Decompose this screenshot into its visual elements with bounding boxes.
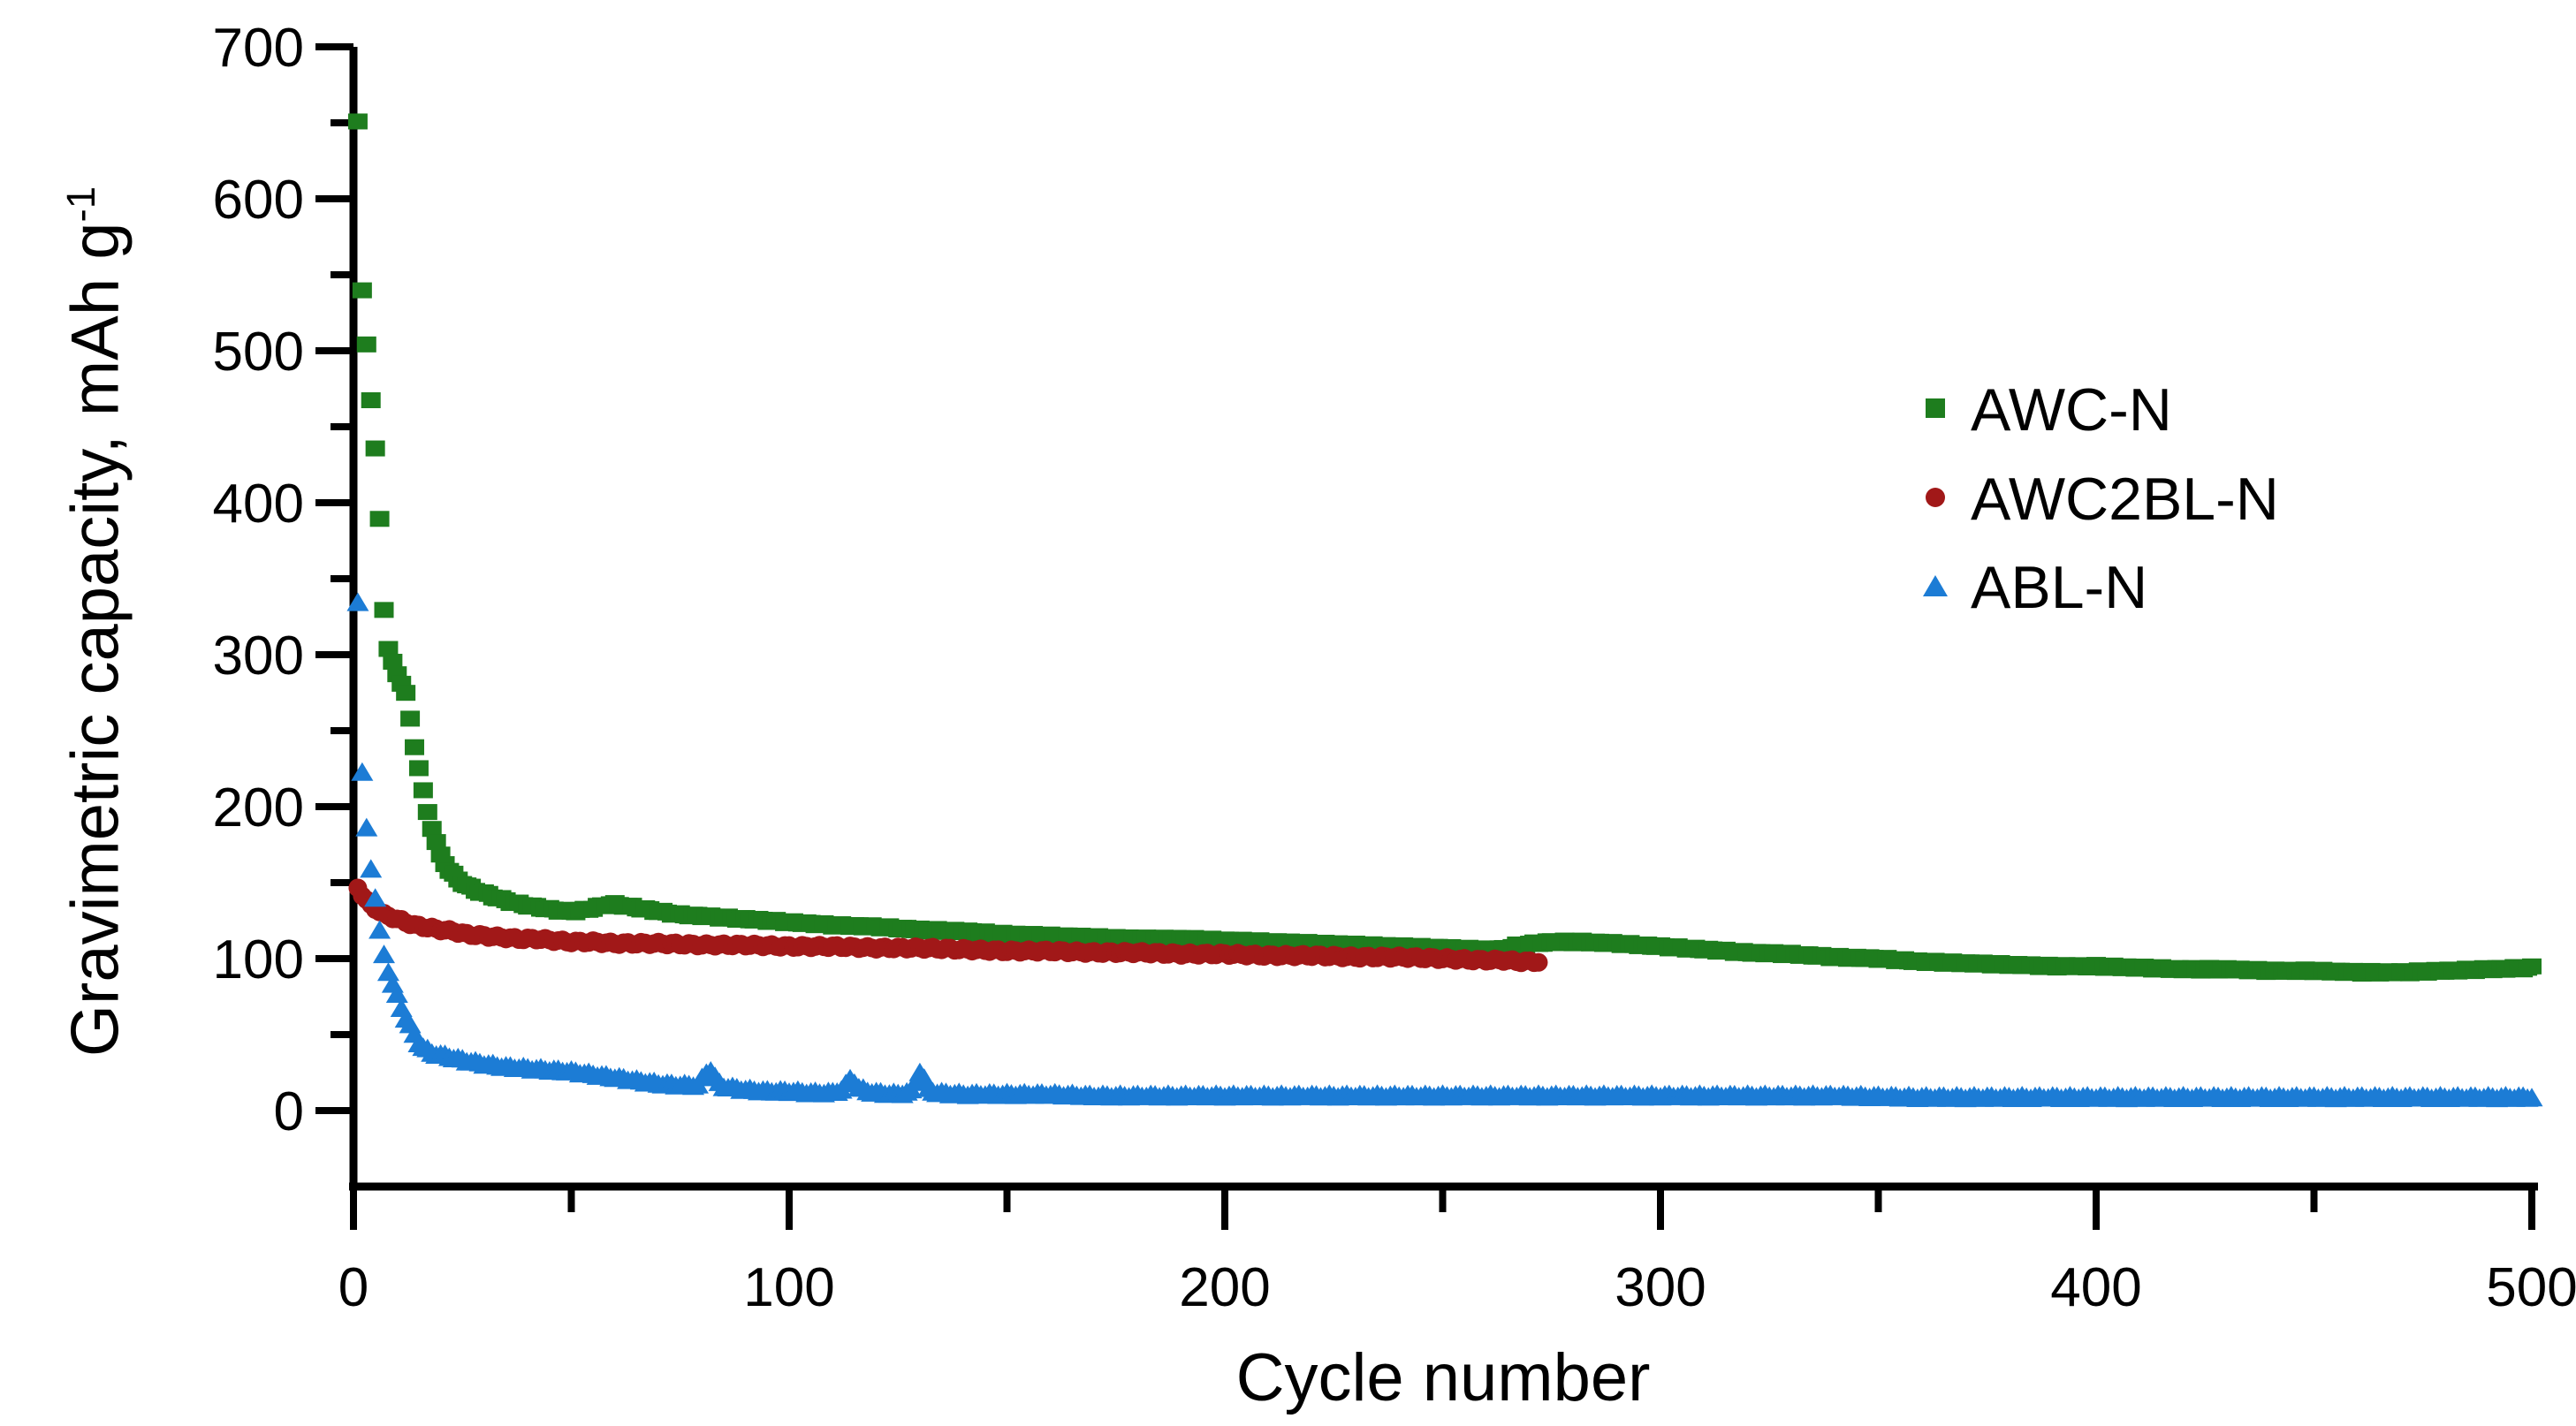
x-axis-title: Cycle number <box>1235 1340 1651 1415</box>
x-tick-label: 0 <box>338 1257 369 1318</box>
x-tick-label: 400 <box>2050 1257 2141 1318</box>
series-awc-n <box>347 113 2542 982</box>
y-axis-title: Gravimetric capacity, mAh g-1 <box>57 118 134 1126</box>
y-tick-label: 200 <box>213 777 304 838</box>
series-awc2bl-n <box>348 878 1548 973</box>
x-tick-label: 300 <box>1615 1257 1706 1318</box>
y-tick-label: 400 <box>213 474 304 535</box>
y-tick-label: 700 <box>213 18 304 79</box>
x-tick-label: 500 <box>2486 1257 2576 1318</box>
y-tick-label: 300 <box>213 626 304 686</box>
y-tick-label: 600 <box>213 170 304 231</box>
x-tick-label: 100 <box>743 1257 834 1318</box>
series-abl-n <box>346 592 2543 1108</box>
y-axis-title-superscript: -1 <box>58 186 104 223</box>
x-tick-label: 200 <box>1179 1257 1270 1318</box>
y-axis-title-text: Gravimetric capacity, mAh g <box>57 222 133 1058</box>
y-tick-label: 500 <box>213 322 304 383</box>
y-tick-label: 100 <box>213 929 304 990</box>
y-tick-label: 0 <box>274 1081 304 1142</box>
